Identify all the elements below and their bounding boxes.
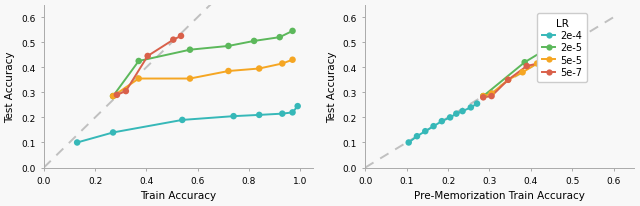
Point — [518, 71, 528, 75]
Point — [72, 141, 83, 144]
Point — [472, 102, 482, 106]
Point — [223, 70, 234, 73]
Point — [565, 43, 575, 46]
Y-axis label: Test Accuracy: Test Accuracy — [6, 51, 15, 122]
Point — [254, 114, 264, 117]
Point — [428, 125, 438, 128]
Y-axis label: Test Accuracy: Test Accuracy — [327, 51, 337, 122]
Point — [121, 90, 131, 93]
Point — [404, 141, 414, 144]
Point — [445, 116, 455, 119]
Point — [486, 92, 497, 96]
Point — [573, 39, 584, 42]
Point — [420, 130, 430, 133]
Point — [134, 77, 144, 81]
Point — [108, 95, 118, 98]
Point — [249, 40, 259, 43]
Legend: 2e-4, 2e-5, 5e-5, 5e-7: 2e-4, 2e-5, 5e-5, 5e-7 — [537, 14, 587, 83]
Point — [545, 59, 555, 62]
Point — [520, 61, 530, 64]
Point — [112, 94, 122, 97]
Point — [292, 105, 303, 108]
X-axis label: Train Accuracy: Train Accuracy — [140, 191, 216, 200]
Point — [436, 120, 447, 123]
Point — [254, 68, 264, 71]
X-axis label: Pre-Memorization Train Accuracy: Pre-Memorization Train Accuracy — [414, 191, 585, 200]
Point — [553, 50, 563, 53]
Point — [451, 112, 461, 116]
Point — [134, 60, 144, 63]
Point — [412, 135, 422, 138]
Point — [223, 45, 234, 48]
Point — [563, 53, 573, 56]
Point — [143, 55, 153, 58]
Point — [532, 63, 542, 66]
Point — [503, 79, 513, 82]
Point — [108, 95, 118, 98]
Point — [553, 56, 563, 60]
Point — [486, 95, 497, 98]
Point — [538, 61, 548, 64]
Point — [108, 131, 118, 135]
Point — [466, 106, 476, 110]
Point — [458, 110, 468, 113]
Point — [478, 96, 488, 99]
Point — [185, 77, 195, 81]
Point — [503, 79, 513, 82]
Point — [540, 49, 550, 52]
Point — [277, 63, 287, 66]
Point — [228, 115, 239, 118]
Point — [573, 30, 584, 33]
Point — [553, 40, 563, 43]
Point — [565, 33, 575, 36]
Point — [573, 37, 584, 41]
Point — [478, 95, 488, 98]
Point — [522, 65, 532, 68]
Point — [177, 119, 188, 122]
Point — [478, 95, 488, 98]
Point — [275, 36, 285, 40]
Point — [277, 112, 287, 116]
Point — [287, 111, 298, 115]
Point — [287, 30, 298, 33]
Point — [185, 49, 195, 52]
Point — [168, 39, 179, 42]
Point — [287, 59, 298, 62]
Point — [176, 35, 186, 38]
